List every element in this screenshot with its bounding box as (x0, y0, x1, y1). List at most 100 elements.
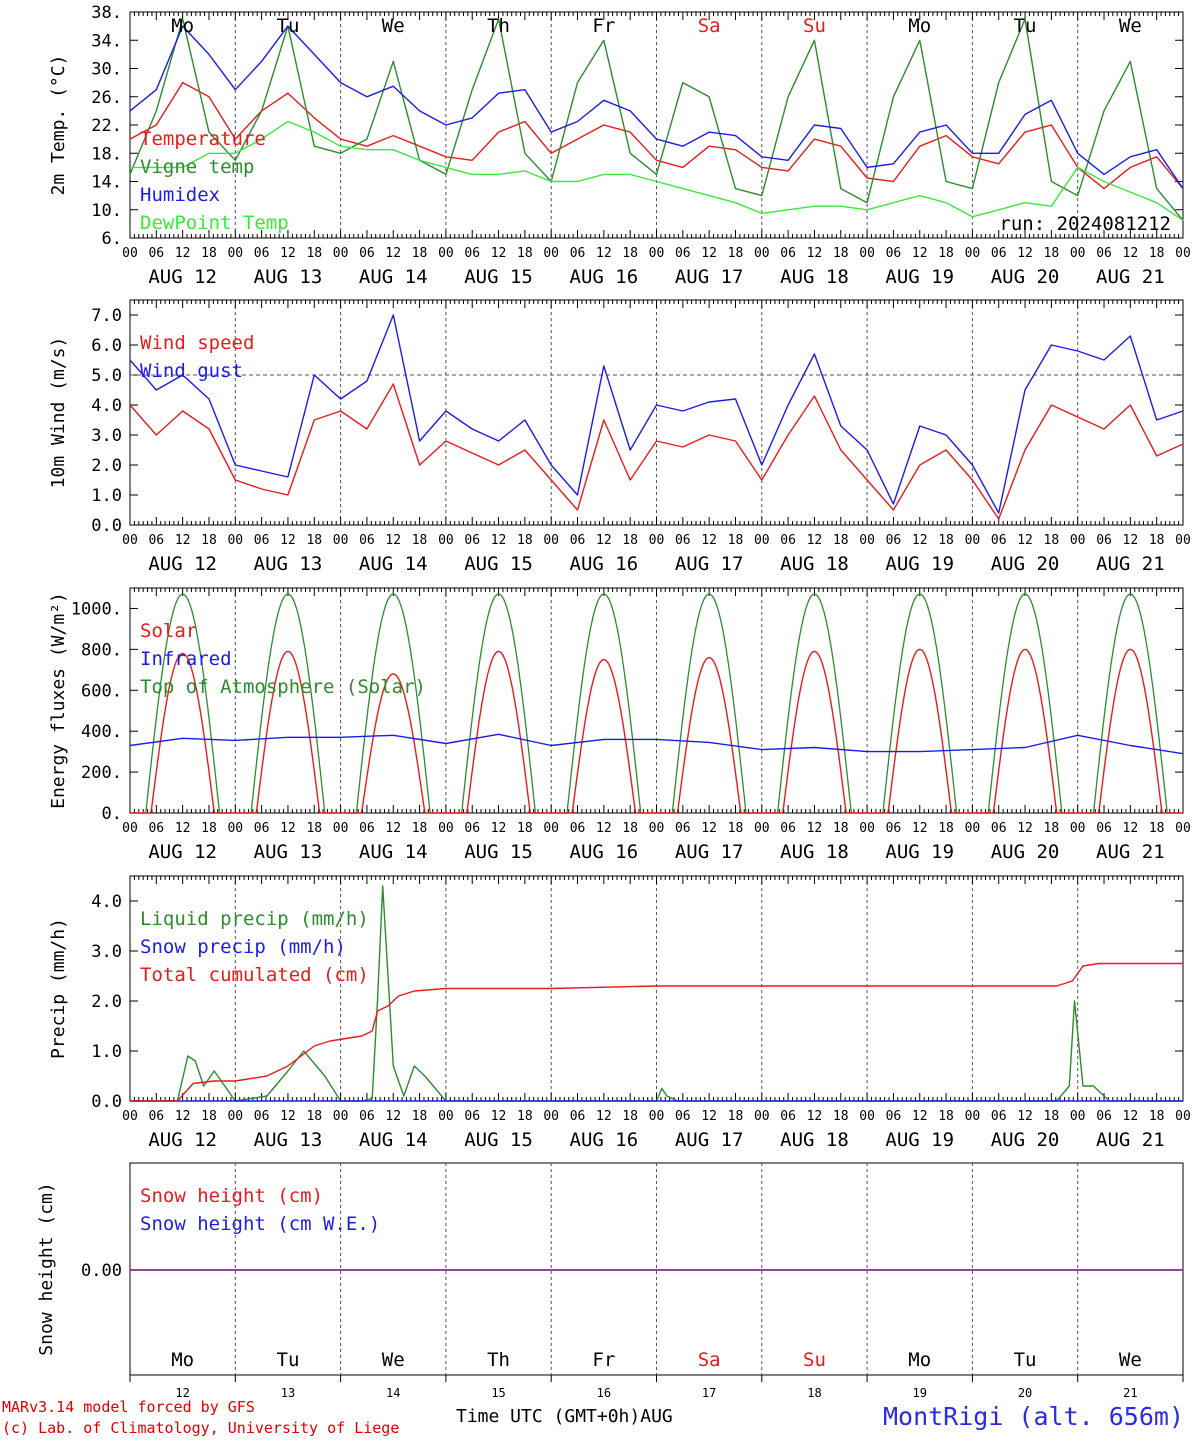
y-tick-label-0-5: 26. (91, 88, 122, 108)
hour-label-1-9-1: 06 (1096, 533, 1112, 548)
date-label-3-2: AUG 14 (359, 1129, 428, 1151)
hour-label-3-5-1: 06 (675, 1109, 691, 1124)
hour-label-3-8-2: 12 (1017, 1109, 1033, 1124)
date-label-1-4: AUG 16 (570, 553, 639, 575)
day-number-6: 18 (807, 1386, 821, 1400)
hour-label-3-0-3: 18 (201, 1109, 217, 1124)
legend-entry-0-0: Temperature (140, 128, 266, 150)
hour-label-3-3-3: 18 (517, 1109, 533, 1124)
date-label-1-8: AUG 20 (991, 553, 1060, 575)
hour-label-0-4-1: 06 (570, 246, 586, 261)
hour-label-0-2-3: 18 (412, 246, 428, 261)
hour-label-2-4-2: 12 (596, 821, 612, 836)
series-line-0-1 (129, 18, 1184, 221)
hour-label-2-1-2: 12 (280, 821, 296, 836)
hour-label-1-3-0: 00 (438, 533, 454, 548)
hour-label-1-8-1: 06 (991, 533, 1007, 548)
hour-label-1-8-2: 12 (1017, 533, 1033, 548)
hour-label-0-5-2: 12 (701, 246, 717, 261)
hour-label-0-8-2: 12 (1017, 246, 1033, 261)
hour-label-3-1-0: 00 (227, 1109, 243, 1124)
hour-label-3-6-2: 12 (807, 1109, 823, 1124)
series-line-3-0 (130, 885, 1183, 1102)
day-label-bottom-7: Mo (908, 1349, 931, 1371)
day-label-top-0: Mo (171, 15, 194, 37)
date-label-3-8: AUG 20 (991, 1129, 1060, 1151)
hour-label-1-5-3: 18 (728, 533, 744, 548)
legend-entry-2-0: Solar (140, 620, 197, 642)
hour-label-2-6-2: 12 (807, 821, 823, 836)
date-label-1-6: AUG 18 (780, 553, 849, 575)
hour-label-0-1-2: 12 (280, 246, 296, 261)
hour-label-1-1-3: 18 (306, 533, 322, 548)
hour-label-1-9-3: 18 (1149, 533, 1165, 548)
hour-label-2-0-1: 06 (148, 821, 164, 836)
hour-label-0-6-2: 12 (807, 246, 823, 261)
hour-label-0-9-2: 12 (1123, 246, 1139, 261)
panel-frame-2 (129, 587, 1184, 814)
date-label-3-3: AUG 15 (464, 1129, 533, 1151)
day-label-bottom-0: Mo (171, 1349, 194, 1371)
station-name: MontRigi (alt. 656m) (882, 1402, 1184, 1431)
day-label-top-5: Sa (698, 15, 721, 37)
hour-label-1-8-3: 18 (1044, 533, 1060, 548)
date-label-0-0: AUG 12 (148, 266, 217, 288)
hour-label-0-3-0: 00 (438, 246, 454, 261)
legend-entry-1-0: Wind speed (140, 332, 254, 354)
hour-label-3-6-3: 18 (833, 1109, 849, 1124)
date-label-2-4: AUG 16 (570, 841, 639, 863)
y-tick-label-1-2: 2.0 (91, 456, 122, 476)
hour-label-1-7-2: 12 (912, 533, 928, 548)
hour-label-0-8-0: 00 (965, 246, 981, 261)
hour-label-2-9-1: 06 (1096, 821, 1112, 836)
y-axis-label-0: 2m Temp. (°C) (48, 55, 69, 196)
day-label-top-6: Su (803, 15, 826, 37)
y-tick-label-0-3: 18. (91, 144, 122, 164)
y-tick-label-1-4: 4.0 (91, 396, 122, 416)
hour-label-3-4-3: 18 (622, 1109, 638, 1124)
date-label-2-2: AUG 14 (359, 841, 428, 863)
legend-entry-3-2: Total cumulated (cm) (140, 964, 369, 986)
hour-label-3-1-2: 12 (280, 1109, 296, 1124)
day-number-2: 14 (386, 1386, 400, 1400)
hour-label-3-5-2: 12 (701, 1109, 717, 1124)
day-label-top-7: Mo (908, 15, 931, 37)
hour-label-1-8-0: 00 (965, 533, 981, 548)
day-label-top-4: Fr (592, 15, 615, 37)
hour-label-1-0-0: 00 (122, 533, 138, 548)
hour-label-3-5-3: 18 (728, 1109, 744, 1124)
hour-label-0-2-0: 00 (333, 246, 349, 261)
hour-label-0-9-1: 06 (1096, 246, 1112, 261)
hour-label-0-10-0: 00 (1175, 246, 1191, 261)
hour-label-0-7-3: 18 (938, 246, 954, 261)
y-tick-label-0-2: 14. (91, 173, 122, 193)
hour-label-3-4-2: 12 (596, 1109, 612, 1124)
hour-label-3-6-0: 00 (754, 1109, 770, 1124)
hour-label-2-2-2: 12 (385, 821, 401, 836)
hour-label-2-3-2: 12 (491, 821, 507, 836)
day-label-bottom-3: Th (487, 1349, 510, 1371)
legend-entry-3-1: Snow precip (mm/h) (140, 936, 346, 958)
day-number-4: 16 (597, 1386, 611, 1400)
y-tick-label-0-7: 34. (91, 31, 122, 51)
hour-label-1-3-2: 12 (491, 533, 507, 548)
legend-entry-1-1: Wind gust (140, 360, 243, 382)
hour-label-2-5-3: 18 (728, 821, 744, 836)
x-axis-title: Time UTC (GMT+0h)AUG (456, 1406, 673, 1427)
date-label-0-3: AUG 15 (464, 266, 533, 288)
day-label-bottom-1: Tu (277, 1349, 300, 1371)
y-tick-label-1-3: 3.0 (91, 426, 122, 446)
y-tick-label-0-6: 30. (91, 60, 122, 80)
hour-label-2-8-3: 18 (1044, 821, 1060, 836)
hour-label-3-8-3: 18 (1044, 1109, 1060, 1124)
hour-label-2-5-2: 12 (701, 821, 717, 836)
hour-label-2-5-1: 06 (675, 821, 691, 836)
y-tick-label-3-1: 1.0 (91, 1042, 122, 1062)
hour-label-0-5-0: 00 (649, 246, 665, 261)
solar-line (130, 648, 1183, 814)
hour-label-1-4-2: 12 (596, 533, 612, 548)
hour-label-0-5-3: 18 (728, 246, 744, 261)
day-number-1: 13 (281, 1386, 295, 1400)
x-axis-label: Time UTC (GMT+0h) (456, 1406, 641, 1427)
hour-label-2-8-1: 06 (991, 821, 1007, 836)
